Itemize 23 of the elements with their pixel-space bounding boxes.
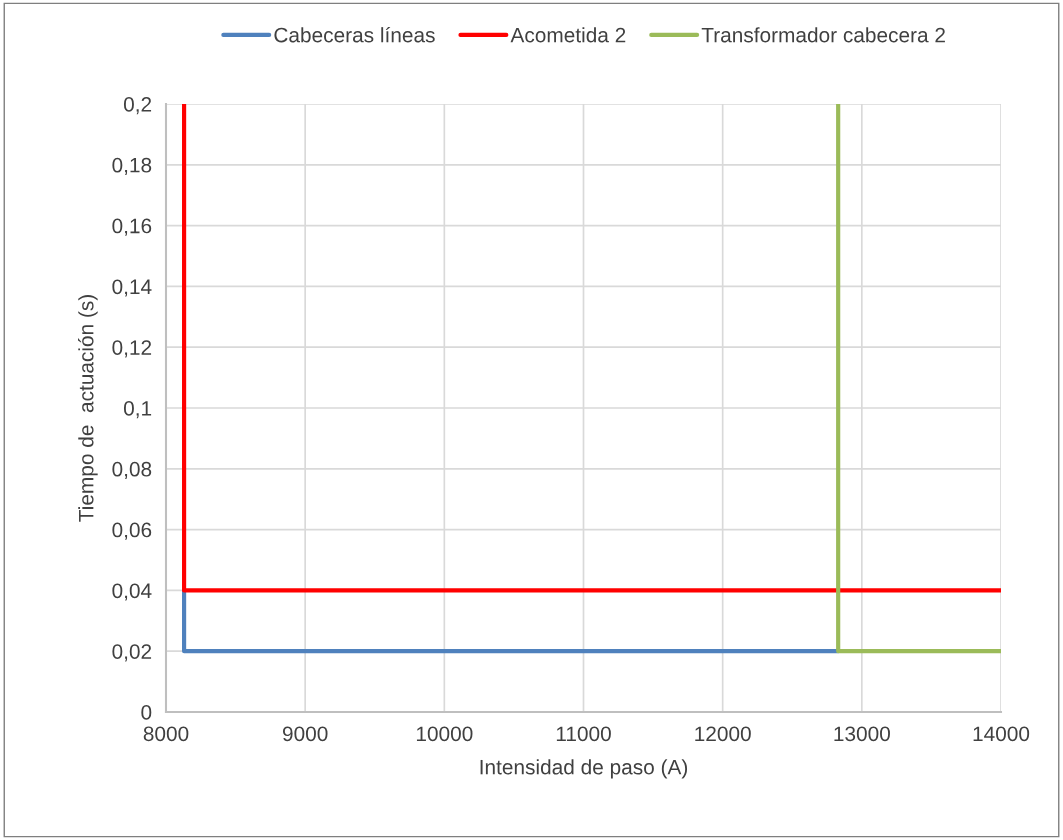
legend-label: Acometida 2: [510, 27, 626, 43]
x-tick-label: 13000: [834, 726, 890, 742]
x-tick-label: 11000: [556, 726, 611, 742]
y-tick-label: 0,02: [112, 644, 152, 662]
y-tick-label: 0,04: [112, 583, 152, 601]
x-tick-label: 12000: [695, 726, 751, 742]
x-tick-label: 9000: [282, 726, 328, 742]
y-axis-title: Tiempo de actuación (s): [78, 295, 98, 522]
x-tick-label: 8000: [143, 726, 189, 742]
legend-label: Cabeceras líneas: [274, 26, 435, 43]
x-tick-label: 10000: [416, 726, 473, 742]
y-tick-label: 0,08: [112, 461, 152, 480]
y-tick-label: 0,06: [112, 522, 152, 540]
x-tick-label: 14000: [973, 726, 1030, 742]
y-tick-label: 0,14: [112, 279, 152, 297]
y-tick-label: 0,16: [112, 218, 152, 236]
y-tick-label: 0,12: [112, 340, 152, 358]
y-tick-label: 0,2: [123, 97, 152, 115]
y-tick-label: 0: [141, 705, 152, 720]
legend-label: Transformador cabecera 2: [701, 27, 945, 43]
y-tick-label: 0,18: [112, 157, 152, 176]
y-tick-label: 0,1: [123, 401, 152, 419]
x-axis-title: Intensidad de paso (A): [480, 759, 688, 779]
